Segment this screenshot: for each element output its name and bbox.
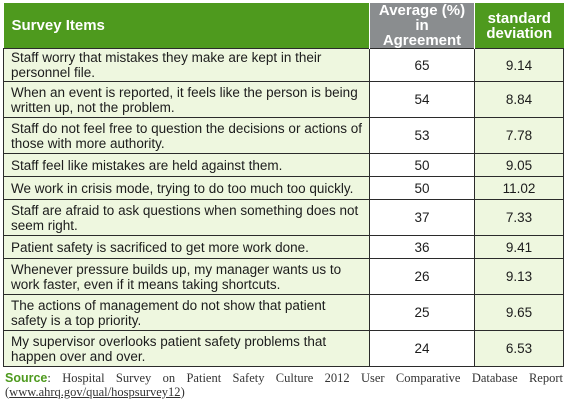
average-cell: 53: [369, 117, 475, 154]
survey-item-cell: My supervisor overlooks patient safety p…: [3, 330, 370, 367]
table-row: Staff feel like mistakes are held agains…: [3, 153, 564, 177]
std-dev-cell: 11.02: [474, 176, 564, 200]
average-cell: 50: [369, 176, 475, 200]
table-row: When an event is reported, it feels like…: [3, 81, 564, 118]
header-sd-line1: standard: [487, 9, 551, 27]
survey-item-cell: Patient safety is sacrificed to get more…: [3, 235, 370, 259]
header-average-line2: in Agreement: [382, 17, 462, 49]
std-dev-cell: 9.13: [474, 258, 564, 295]
header-average-agreement: Average (%) in Agreement: [369, 2, 475, 49]
source-text: Hospital Survey on Patient Safety Cultur…: [62, 371, 563, 385]
survey-table-figure: Survey Items Average (%) in Agreement st…: [3, 3, 564, 399]
header-average-line1: Average (%): [378, 2, 466, 19]
survey-item-cell: Whenever pressure builds up, my manager …: [3, 258, 370, 295]
std-dev-cell: 9.05: [474, 153, 564, 177]
average-cell: 65: [369, 48, 475, 82]
table-row: My supervisor overlooks patient safety p…: [3, 330, 564, 367]
std-dev-cell: 6.53: [474, 330, 564, 367]
std-dev-cell: 8.84: [474, 81, 564, 118]
average-cell: 24: [369, 330, 475, 367]
std-dev-cell: 7.33: [474, 199, 564, 236]
average-cell: 26: [369, 258, 475, 295]
table-row: Patient safety is sacrificed to get more…: [3, 235, 564, 259]
average-cell: 54: [369, 81, 475, 118]
table-row: Staff are afraid to ask questions when s…: [3, 199, 564, 236]
header-survey-items: Survey Items: [3, 3, 370, 49]
average-cell: 37: [369, 199, 475, 236]
survey-item-cell: Staff feel like mistakes are held agains…: [3, 153, 370, 177]
table-row: We work in crisis mode, trying to do too…: [3, 176, 564, 200]
source-label: Source: [5, 371, 48, 385]
std-dev-cell: 7.78: [474, 117, 564, 154]
table-row: The actions of management do not show th…: [3, 294, 564, 331]
average-cell: 36: [369, 235, 475, 259]
source-link[interactable]: www.ahrq.gov/qual/hospsurvey12: [9, 385, 181, 399]
header-row: Survey Items Average (%) in Agreement st…: [3, 2, 564, 49]
survey-item-cell: Staff do not feel free to question the d…: [3, 117, 370, 154]
survey-item-cell: We work in crisis mode, trying to do too…: [3, 176, 370, 200]
std-dev-cell: 9.14: [474, 48, 564, 82]
table-row: Whenever pressure builds up, my manager …: [3, 258, 564, 295]
survey-item-cell: The actions of management do not show th…: [3, 294, 370, 331]
average-cell: 50: [369, 153, 475, 177]
table-row: Staff do not feel free to question the d…: [3, 117, 564, 154]
std-dev-cell: 9.65: [474, 294, 564, 331]
survey-item-cell: Staff worry that mistakes they make are …: [3, 48, 370, 82]
survey-item-cell: Staff are afraid to ask questions when s…: [3, 199, 370, 236]
survey-item-cell: When an event is reported, it feels like…: [3, 81, 370, 118]
std-dev-cell: 9.41: [474, 235, 564, 259]
header-sd-line2: deviation: [486, 24, 553, 42]
source-note: Source: Hospital Survey on Patient Safet…: [5, 371, 563, 399]
header-standard-deviation: standard deviation: [474, 3, 564, 49]
average-cell: 25: [369, 294, 475, 331]
table-row: Staff worry that mistakes they make are …: [3, 48, 564, 82]
survey-table: Survey Items Average (%) in Agreement st…: [3, 3, 564, 367]
